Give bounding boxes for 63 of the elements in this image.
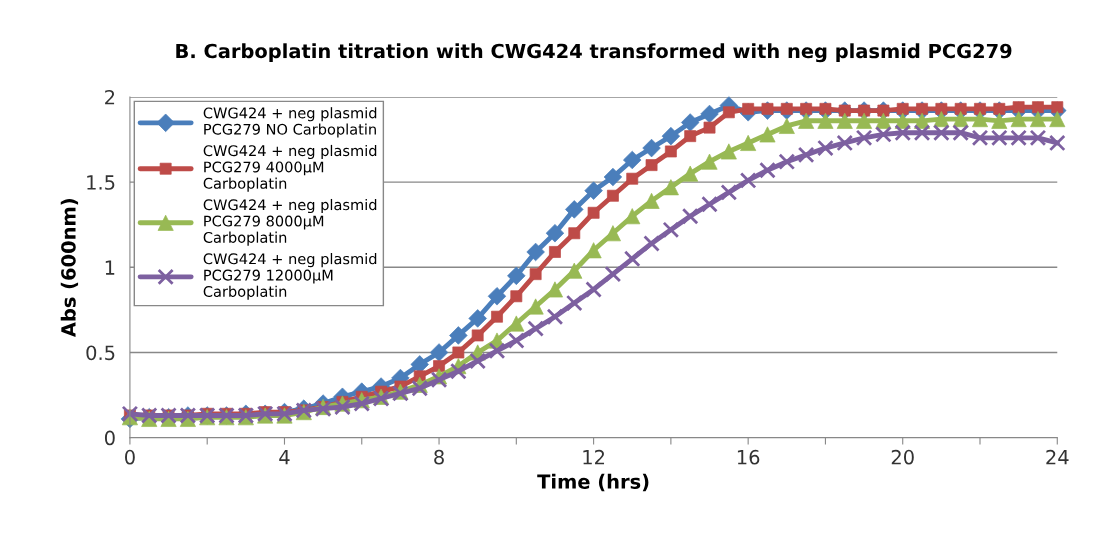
point [507, 332, 525, 349]
x-tick-label: 4 [279, 450, 290, 465]
point [1029, 111, 1046, 128]
point [585, 281, 602, 298]
point [739, 172, 757, 189]
y-axis-title: Abs (600nm) [60, 199, 79, 338]
legend-label: CWG424 + neg plasmid PCG279 4000µM Carboplatin [203, 144, 377, 192]
point [990, 129, 1008, 147]
point [681, 113, 700, 132]
point [429, 343, 449, 362]
point [643, 235, 660, 252]
point [450, 362, 467, 380]
point [411, 379, 429, 397]
point [488, 342, 506, 360]
point [469, 352, 487, 370]
x-tick-label: 24 [1046, 449, 1069, 465]
point [604, 265, 622, 283]
point [759, 161, 776, 179]
legend-label: CWG424 + neg plasmid PCG279 8000µM Carboplatin [203, 198, 377, 246]
y-tick-label: 0.5 [86, 345, 115, 361]
y-tick-label: 1.5 [87, 175, 115, 190]
point [952, 124, 970, 142]
point [1010, 129, 1027, 147]
point [546, 308, 564, 326]
point [1029, 129, 1047, 147]
point [971, 129, 989, 147]
y-tick-label: 0 [104, 430, 115, 446]
point [855, 129, 873, 147]
point [623, 250, 641, 268]
x-tick-label: 16 [737, 449, 760, 465]
point [913, 124, 931, 142]
point [778, 117, 795, 134]
point [778, 153, 796, 171]
point [624, 208, 641, 225]
point [817, 139, 834, 157]
point [701, 195, 718, 213]
legend-label: CWG424 + neg plasmid PCG279 12000µM Carboplatin [203, 253, 377, 300]
x-axis-title: Time (hrs) [537, 473, 649, 492]
point [797, 146, 815, 164]
point [527, 320, 544, 337]
point [894, 124, 912, 142]
point [875, 126, 892, 143]
legend-label: CWG424 + neg plasmid PCG279 NO Carboplatin [203, 107, 377, 138]
point [430, 371, 448, 389]
point [1048, 134, 1066, 152]
x-tick-label: 8 [434, 449, 444, 465]
point [565, 294, 583, 312]
point [121, 405, 139, 423]
x-tick-label: 12 [583, 449, 605, 465]
point [662, 221, 680, 239]
point [836, 134, 854, 152]
x-tick-label: 20 [891, 449, 914, 465]
x-tick-label: 0 [125, 449, 135, 465]
chart-title: B. Carboplatin titration with CWG424 transformed with neg plasmid PCG279 [176, 43, 1012, 63]
y-tick-label: 1 [105, 260, 115, 275]
point [662, 179, 679, 196]
point [681, 207, 699, 225]
point [623, 150, 642, 170]
point [720, 184, 738, 201]
y-tick-label: 2 [105, 89, 115, 105]
point [972, 111, 988, 128]
point [334, 398, 351, 416]
point [933, 124, 950, 142]
